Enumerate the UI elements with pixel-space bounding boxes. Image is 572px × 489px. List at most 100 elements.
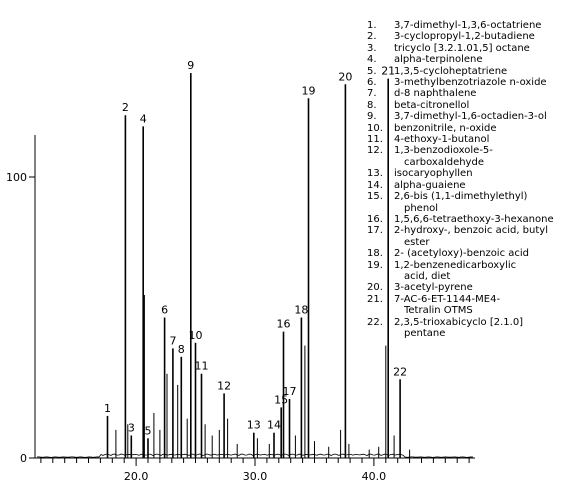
chart-legend: 1. 3,7-dimethyl-1,3,6-octatriene 2. 3-cyclo… [367, 20, 554, 339]
legend-entry: 7. d-8 naphthalene [367, 88, 554, 99]
legend-text: alpha-terpinolene [394, 54, 483, 66]
legend-text: 4-ethoxy-1-butanol [394, 134, 490, 146]
peak-label-18: 18 [294, 304, 308, 317]
legend-entry: 1. 3,7-dimethyl-1,3,6-octatriene [367, 20, 554, 31]
legend-number: 4. [367, 54, 377, 66]
legend-number: 14. [367, 179, 383, 191]
legend-text: d-8 naphthalene [394, 88, 477, 100]
peak-label-13: 13 [247, 419, 261, 432]
legend-number: 11. [367, 134, 383, 146]
legend-text: carboxaldehyde [404, 156, 484, 168]
legend-text: 1,3-benzodioxole-5- [394, 145, 493, 157]
y-tick-label: 100 [6, 171, 27, 184]
peak-label-19: 19 [302, 84, 316, 97]
legend-entry: 14. alpha-guaiene [367, 180, 554, 191]
peak-label-14: 14 [267, 419, 281, 432]
legend-number: 2. [367, 31, 377, 43]
peak-label-10: 10 [189, 329, 203, 342]
peak-label-5: 5 [144, 424, 151, 437]
legend-entry: 13. isocaryophyllen [367, 168, 554, 179]
legend-text: tricyclo [3.2.1.01,5] octane [394, 42, 530, 54]
peak-label-12: 12 [217, 379, 231, 392]
legend-text: 3,7-dimethyl-1,6-octadien-3-ol [394, 111, 547, 123]
legend-text: acid, diet [404, 270, 451, 282]
x-tick-label: 40.0 [362, 470, 387, 483]
legend-text: 2- (acetyloxy)-benzoic acid [394, 248, 530, 260]
x-tick-label: 30.0 [243, 470, 268, 483]
peak-label-4: 4 [140, 112, 147, 125]
legend-number: 5. [367, 65, 377, 77]
legend-entry: 19. 1,2-benzenedicarboxylic acid, diet [367, 260, 554, 283]
legend-entry: 21. 7-AC-6-ET-1144-ME4- Tetralin OTMS [367, 294, 554, 317]
legend-entry: 12. 1,3-benzodioxole-5- carboxaldehyde [367, 145, 554, 168]
legend-number: 6. [367, 77, 377, 89]
legend-text: phenol [404, 202, 439, 214]
legend-number: 21. [367, 293, 383, 305]
legend-entry: 6. 3-methylbenzotriazole n-oxide [367, 77, 554, 88]
peak-label-16: 16 [277, 318, 291, 331]
legend-number: 20. [367, 282, 383, 294]
legend-number: 10. [367, 122, 383, 134]
peak-label-8: 8 [178, 343, 185, 356]
legend-entry: 8. beta-citronellol [367, 100, 554, 111]
legend-text: 1,3,5-cycloheptatriene [394, 65, 508, 77]
legend-number: 16. [367, 213, 383, 225]
legend-number: 8. [367, 99, 377, 111]
y-tick-label: 0 [20, 452, 27, 465]
legend-text: 3,7-dimethyl-1,3,6-octatriene [394, 20, 542, 31]
legend-text: benzonitrile, n-oxide [394, 122, 497, 134]
peak-label-7: 7 [169, 334, 176, 347]
legend-number: 18. [367, 248, 383, 260]
legend-entry: 18. 2- (acetyloxy)-benzoic acid [367, 248, 554, 259]
legend-number: 3. [367, 42, 377, 54]
peak-label-3: 3 [128, 422, 135, 435]
legend-number: 22. [367, 316, 383, 328]
legend-text: 3-methylbenzotriazole n-oxide [394, 77, 547, 89]
peak-label-20: 20 [338, 70, 352, 83]
peak-label-15: 15 [274, 393, 288, 406]
legend-entry: 9. 3,7-dimethyl-1,6-octadien-3-ol [367, 111, 554, 122]
legend-text: pentane [404, 327, 446, 339]
legend-entry: 4. alpha-terpinolene [367, 54, 554, 65]
legend-entry: 16. 1,5,6,6-tetraethoxy-3-hexanone [367, 214, 554, 225]
legend-entry: 11. 4-ethoxy-1-butanol [367, 134, 554, 145]
peak-label-6: 6 [161, 304, 168, 317]
legend-text: beta-citronellol [394, 99, 470, 111]
peak-label-11: 11 [194, 360, 208, 373]
legend-entry: 22. 2,3,5-trioxabicyclo [2.1.0] pentane [367, 317, 554, 340]
legend-text: 2-hydroxy-, benzoic acid, butyl [394, 225, 548, 237]
legend-text: 7-AC-6-ET-1144-ME4- [394, 293, 501, 305]
x-tick-label: 20.0 [124, 470, 149, 483]
legend-entry: 15. 2,6-bis (1,1-dimethylethyl) phenol [367, 191, 554, 214]
legend-text: isocaryophyllen [394, 168, 473, 180]
legend-text: 3-cyclopropyl-1,2-butadiene [394, 31, 535, 43]
legend-text: alpha-guaiene [394, 179, 466, 191]
legend-entry: 20. 3-acetyl-pyrene [367, 282, 554, 293]
legend-number: 9. [367, 111, 377, 123]
legend-number: 17. [367, 225, 383, 237]
peak-label-2: 2 [122, 101, 129, 114]
legend-text: 1,2-benzenedicarboxylic [394, 259, 517, 271]
legend-number: 1. [367, 20, 377, 31]
peak-label-21: 21 [381, 65, 395, 78]
legend-text: ester [404, 236, 430, 248]
legend-entry: 3. tricyclo [3.2.1.01,5] octane [367, 43, 554, 54]
peak-label-9: 9 [187, 59, 194, 72]
legend-number: 19. [367, 259, 383, 271]
legend-text: 3-acetyl-pyrene [394, 282, 473, 294]
legend-entry: 10. benzonitrile, n-oxide [367, 123, 554, 134]
peak-label-22: 22 [393, 365, 407, 378]
legend-text: Tetralin OTMS [404, 305, 473, 317]
legend-number: 7. [367, 88, 377, 100]
legend-text: 2,6-bis (1,1-dimethylethyl) [394, 191, 528, 203]
legend-number: 15. [367, 191, 383, 203]
peak-label-17: 17 [282, 385, 296, 398]
legend-text: 1,5,6,6-tetraethoxy-3-hexanone [394, 213, 554, 225]
legend-text: 2,3,5-trioxabicyclo [2.1.0] [394, 316, 524, 328]
legend-entry: 2. 3-cyclopropyl-1,2-butadiene [367, 31, 554, 42]
legend-entry: 5. 1,3,5-cycloheptatriene [367, 66, 554, 77]
legend-number: 13. [367, 168, 383, 180]
baseline-trace [37, 453, 474, 458]
peak-label-1: 1 [104, 402, 111, 415]
